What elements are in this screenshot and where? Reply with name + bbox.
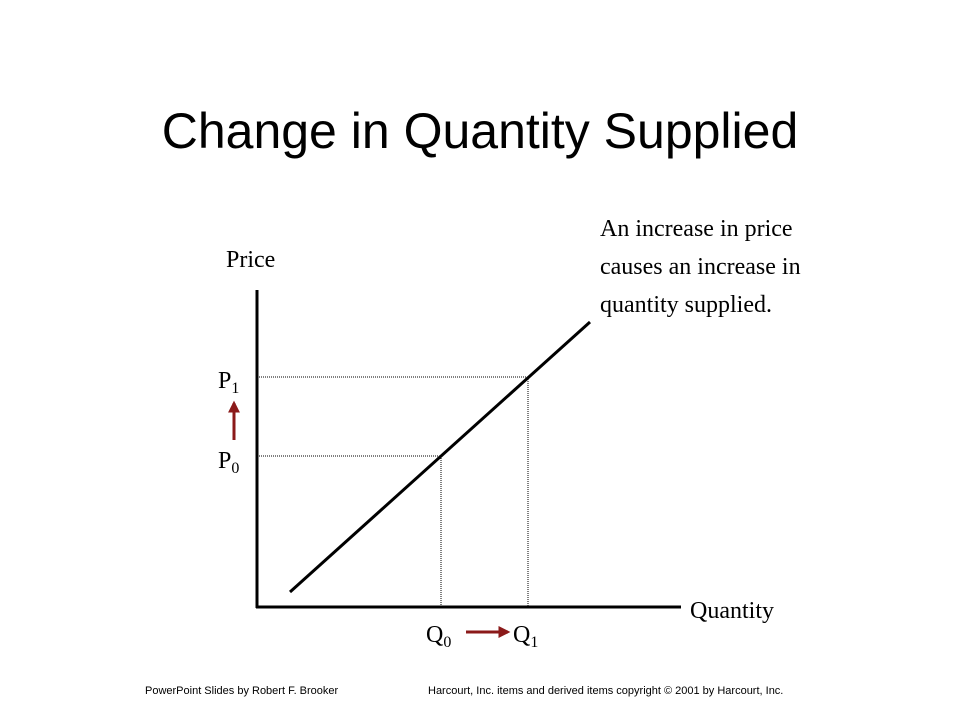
quantity-label: Q0: [426, 622, 451, 651]
y-axis-label: Price: [226, 247, 275, 273]
footer-right: Harcourt, Inc. items and derived items c…: [428, 685, 783, 697]
annotation: An increase in price causes an increase …: [600, 216, 801, 318]
annotation-line: quantity supplied.: [600, 292, 772, 318]
price-label: P0: [218, 448, 239, 477]
letter: Q: [513, 622, 530, 648]
subscript: 1: [231, 380, 239, 397]
quantity-label: Q1: [513, 622, 538, 651]
supply-curve: [288, 320, 592, 594]
subscript: 0: [231, 460, 239, 477]
letter: P: [218, 368, 231, 394]
quantity-labels: Q0 Q1: [426, 622, 538, 651]
axes: [255, 290, 681, 609]
x-axis-label: Quantity: [690, 598, 774, 624]
price-labels: P1 P0: [218, 368, 239, 477]
letter: P: [218, 448, 231, 474]
footer-left: PowerPoint Slides by Robert F. Brooker: [145, 685, 339, 697]
price-label: P1: [218, 368, 239, 397]
guides: [257, 376, 529, 607]
subscript: 0: [443, 634, 451, 651]
title: Change in Quantity Supplied: [162, 103, 799, 159]
letter: Q: [426, 622, 443, 648]
annotation-line: causes an increase in: [600, 254, 801, 280]
annotation-line: An increase in price: [600, 216, 793, 242]
subscript: 1: [530, 634, 538, 651]
